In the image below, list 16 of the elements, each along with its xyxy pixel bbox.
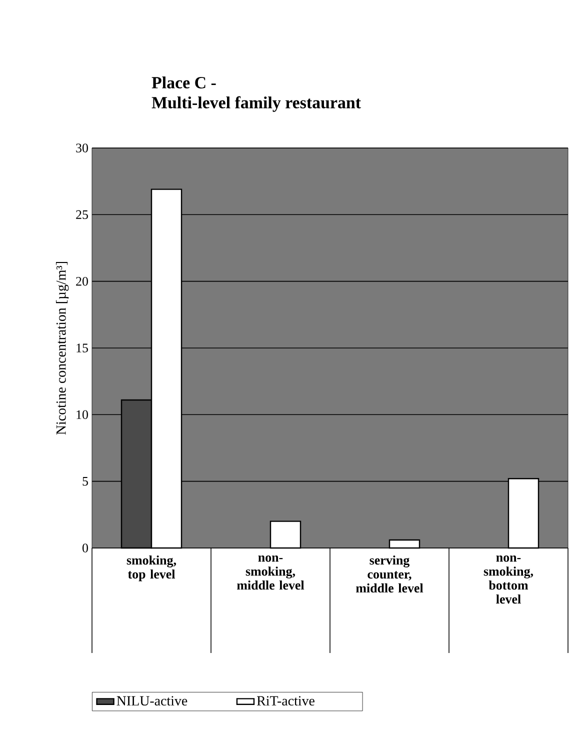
x-tick-label: serving counter, middle level <box>356 556 424 593</box>
chart-title: Place C - <box>152 76 216 88</box>
y-tick-label: 20 <box>76 276 88 286</box>
chart-subtitle: Multi-level family restaurant <box>152 96 361 112</box>
legend-label: NILU-active <box>116 696 188 706</box>
y-tick-label: 25 <box>76 210 88 220</box>
x-tick-label: non-smoking, bottom level <box>484 556 534 604</box>
x-tick-label: non-smoking, middle level <box>237 556 304 590</box>
y-tick-label: 5 <box>82 477 88 486</box>
x-tick-label: smoking, top level <box>126 556 176 582</box>
y-tick-label: 15 <box>76 344 88 352</box>
legend-label: RiT-active <box>256 696 314 706</box>
y-tick-label: 10 <box>76 410 88 420</box>
y-tick-label: 30 <box>76 144 88 152</box>
y-tick-label: 0 <box>82 544 88 552</box>
y-axis-title: Nicotine concentration [µg/m³] <box>56 262 69 435</box>
